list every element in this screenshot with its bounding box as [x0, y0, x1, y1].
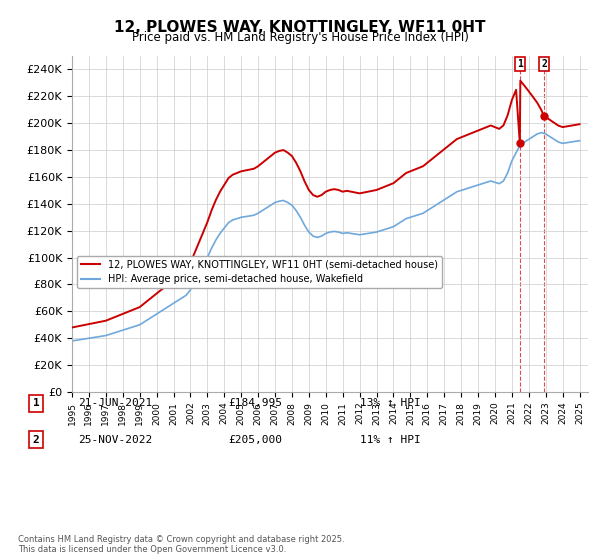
Text: 13% ↑ HPI: 13% ↑ HPI — [360, 398, 421, 408]
Text: 2: 2 — [541, 59, 547, 69]
Text: £205,000: £205,000 — [228, 435, 282, 445]
Legend: 12, PLOWES WAY, KNOTTINGLEY, WF11 0HT (semi-detached house), HPI: Average price,: 12, PLOWES WAY, KNOTTINGLEY, WF11 0HT (s… — [77, 256, 442, 288]
Text: 1: 1 — [32, 398, 40, 408]
Text: 12, PLOWES WAY, KNOTTINGLEY, WF11 0HT: 12, PLOWES WAY, KNOTTINGLEY, WF11 0HT — [114, 20, 486, 35]
Text: Contains HM Land Registry data © Crown copyright and database right 2025.
This d: Contains HM Land Registry data © Crown c… — [18, 535, 344, 554]
Text: 25-NOV-2022: 25-NOV-2022 — [78, 435, 152, 445]
Text: 2: 2 — [32, 435, 40, 445]
Text: 21-JUN-2021: 21-JUN-2021 — [78, 398, 152, 408]
Text: Price paid vs. HM Land Registry's House Price Index (HPI): Price paid vs. HM Land Registry's House … — [131, 31, 469, 44]
Text: 11% ↑ HPI: 11% ↑ HPI — [360, 435, 421, 445]
Text: £184,995: £184,995 — [228, 398, 282, 408]
Text: 1: 1 — [517, 59, 523, 69]
